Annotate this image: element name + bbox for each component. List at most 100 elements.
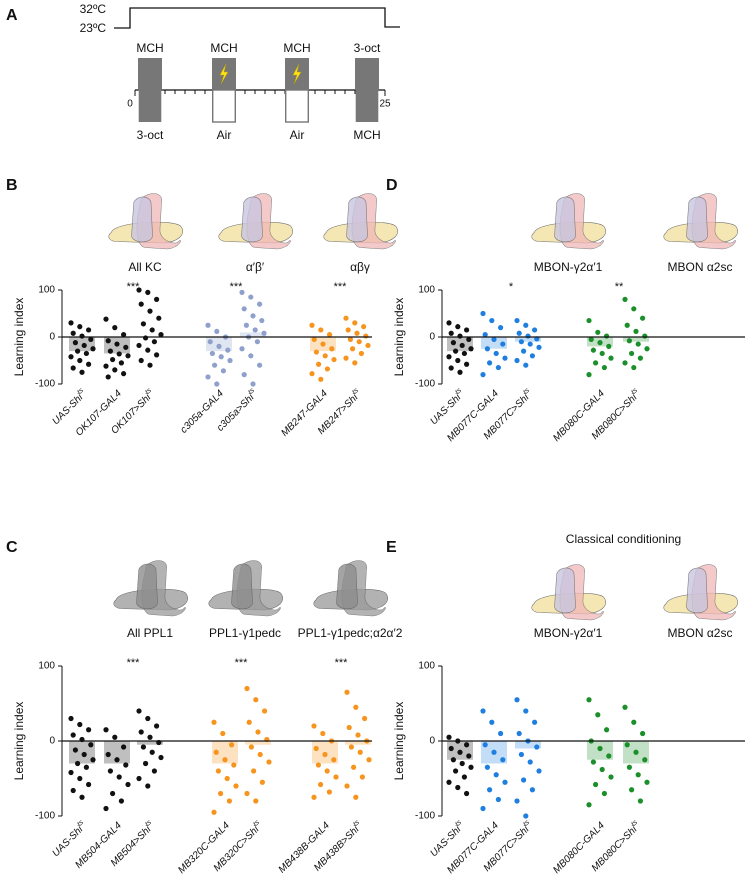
data-point <box>68 320 74 326</box>
data-point <box>151 339 157 345</box>
data-point <box>345 327 351 333</box>
data-point <box>356 339 362 345</box>
odor-block <box>355 90 379 122</box>
data-point <box>464 361 470 367</box>
data-point <box>72 340 78 346</box>
data-point <box>105 338 111 344</box>
data-point <box>227 357 233 364</box>
data-point <box>77 721 83 728</box>
data-point <box>521 777 527 783</box>
data-point <box>450 757 456 763</box>
data-point <box>215 768 221 774</box>
brain-lobe <box>346 196 368 243</box>
data-point <box>243 322 249 328</box>
data-point <box>103 805 109 812</box>
data-point <box>586 317 592 324</box>
data-point <box>145 289 151 295</box>
data-point <box>642 757 648 763</box>
data-point <box>248 353 254 359</box>
icon-label: PPL1-γ1pedc <box>209 626 281 640</box>
data-point <box>534 744 540 750</box>
data-point <box>116 351 122 357</box>
data-point <box>333 774 339 780</box>
data-point <box>536 768 542 774</box>
icon-label: MBON-γ2α′1 <box>534 260 603 274</box>
data-point <box>446 779 452 785</box>
panel-letter: B <box>6 177 18 194</box>
data-point <box>523 708 529 714</box>
data-point <box>631 719 637 725</box>
data-point <box>147 362 153 368</box>
data-point <box>86 327 92 333</box>
data-point <box>205 374 211 380</box>
data-point <box>257 301 263 307</box>
data-point <box>225 347 231 353</box>
data-point <box>482 332 488 338</box>
data-point <box>83 350 89 357</box>
data-point <box>143 760 149 767</box>
data-point <box>353 794 359 800</box>
data-point <box>527 759 533 765</box>
data-point <box>502 779 508 785</box>
data-point <box>622 704 628 710</box>
brain-icon <box>663 193 738 250</box>
data-point <box>309 371 315 377</box>
data-point <box>239 346 245 352</box>
data-point <box>311 723 317 729</box>
brain-lobe <box>131 196 153 243</box>
data-point <box>154 352 160 358</box>
brain-lobe <box>686 196 708 243</box>
data-point <box>448 330 454 336</box>
icon-label: All KC <box>128 260 162 274</box>
data-point <box>593 781 599 788</box>
significance: ** <box>615 281 624 293</box>
data-point <box>229 742 235 748</box>
brain-lobe <box>231 563 253 610</box>
data-point <box>629 350 635 357</box>
data-point <box>631 364 637 371</box>
data-point <box>500 757 506 763</box>
data-point <box>599 350 605 357</box>
data-point <box>347 336 353 342</box>
data-point <box>209 350 215 357</box>
data-point <box>241 372 247 378</box>
data-point <box>590 347 597 353</box>
data-point <box>348 744 354 750</box>
data-point <box>466 753 472 759</box>
data-point <box>112 325 118 331</box>
odor-block <box>285 89 310 123</box>
data-point <box>446 320 452 326</box>
data-point <box>211 719 217 725</box>
median-bar <box>515 337 541 342</box>
icon-label: α′β′ <box>246 260 265 274</box>
panel-letter: A <box>6 7 18 24</box>
x-tick-label: 0 <box>127 99 133 110</box>
data-point <box>527 341 533 347</box>
significance: *** <box>127 281 141 293</box>
icon-label: MBON-γ2α′1 <box>534 626 603 640</box>
significance: *** <box>230 281 244 293</box>
data-point <box>514 357 520 364</box>
median-bar <box>240 332 266 337</box>
y-tick-label: -100 <box>415 811 435 822</box>
data-point <box>77 324 83 330</box>
data-point <box>459 342 465 349</box>
data-point <box>455 784 461 791</box>
data-point <box>320 730 326 737</box>
data-point <box>140 321 146 327</box>
brain-icon <box>663 564 738 621</box>
data-point <box>320 341 326 347</box>
data-point <box>136 287 142 293</box>
data-point <box>103 727 109 733</box>
data-point <box>491 749 497 755</box>
data-point <box>262 708 268 714</box>
data-point <box>597 745 603 752</box>
data-point <box>213 749 219 755</box>
data-point <box>68 354 74 360</box>
shock-icon <box>292 63 302 85</box>
data-point <box>103 316 109 322</box>
odor-block <box>138 90 162 122</box>
data-point <box>599 766 605 773</box>
data-point <box>457 369 463 375</box>
data-point <box>586 697 592 703</box>
